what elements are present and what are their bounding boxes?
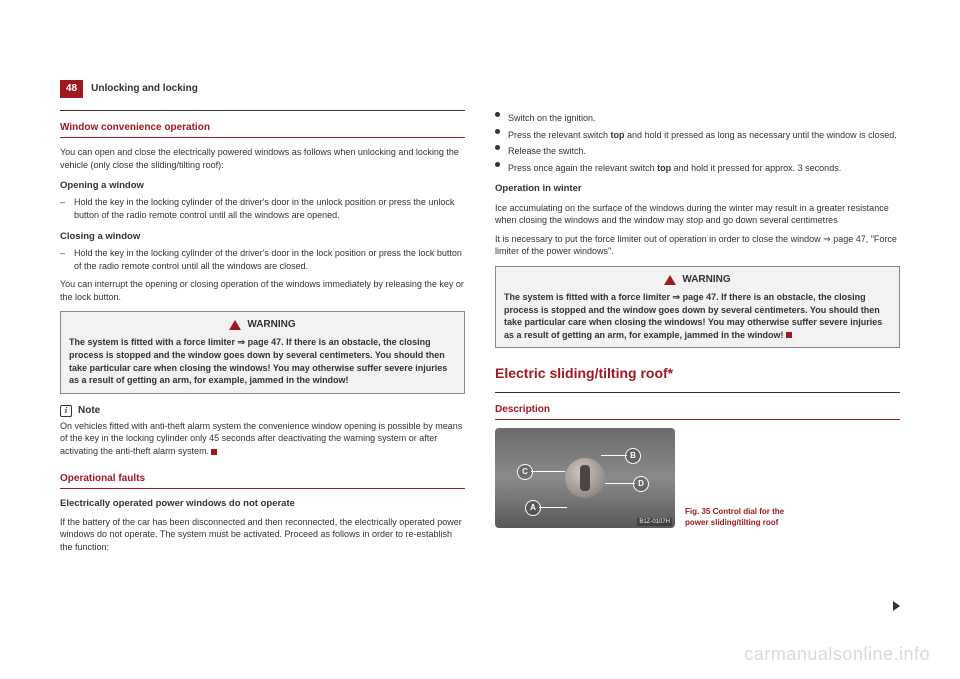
warning-title: WARNING — [504, 273, 891, 287]
end-marker-icon — [211, 449, 217, 455]
page-header: 48 Unlocking and locking — [60, 80, 465, 98]
bullet-text: Press the relevant switch top and hold i… — [508, 129, 897, 142]
callout-line — [601, 455, 627, 456]
bullet-text: Press once again the relevant switch top… — [508, 162, 841, 175]
right-column: Switch on the ignition. Press the releva… — [495, 80, 900, 560]
control-dial — [565, 458, 605, 498]
bullet-item: Press the relevant switch top and hold i… — [495, 129, 900, 142]
section-heading-description: Description — [495, 403, 900, 417]
warning-box: WARNING The system is fitted with a forc… — [60, 311, 465, 393]
bullet-text: Release the switch. — [508, 145, 586, 158]
section-rule — [495, 419, 900, 420]
note-title: i Note — [60, 404, 465, 418]
bullet-text: Switch on the ignition. — [508, 112, 596, 125]
paragraph: You can open and close the electrically … — [60, 146, 465, 171]
warning-text: The system is fitted with a force limite… — [69, 336, 456, 386]
callout-b: B — [625, 448, 641, 464]
bullet-item: Press once again the relevant switch top… — [495, 162, 900, 175]
page-number: 48 — [60, 80, 83, 98]
list-item: – Hold the key in the locking cylinder o… — [60, 196, 465, 221]
figure-row: A B C D B1Z-0107H Fig. 35 Control dial f… — [495, 428, 900, 528]
header-rule — [60, 110, 465, 111]
main-heading-roof: Electric sliding/tilting roof* — [495, 364, 900, 384]
list-text: Hold the key in the locking cylinder of … — [74, 196, 465, 221]
note-text: On vehicles fitted with anti-theft alarm… — [60, 420, 465, 458]
warning-box: WARNING The system is fitted with a forc… — [495, 266, 900, 348]
callout-d: D — [633, 476, 649, 492]
end-marker-icon — [786, 332, 792, 338]
callout-line — [605, 483, 635, 484]
callout-a: A — [525, 500, 541, 516]
warning-title: WARNING — [69, 318, 456, 332]
warning-label: WARNING — [682, 273, 730, 287]
watermark: carmanualsonline.info — [744, 644, 930, 665]
paragraph: Ice accumulating on the surface of the w… — [495, 202, 900, 227]
callout-line — [539, 507, 567, 508]
info-icon: i — [60, 405, 72, 417]
list-item: – Hold the key in the locking cylinder o… — [60, 247, 465, 272]
warning-text: The system is fitted with a force limite… — [504, 291, 891, 341]
section-heading-convenience: Window convenience operation — [60, 121, 465, 135]
bullet-item: Switch on the ignition. — [495, 112, 900, 125]
callout-line — [531, 471, 565, 472]
sub-heading-faults: Electrically operated power windows do n… — [60, 497, 465, 510]
warning-triangle-icon — [229, 320, 241, 330]
image-code: B1Z-0107H — [637, 518, 672, 526]
figure-caption: Fig. 35 Control dial for the power slidi… — [685, 506, 805, 528]
chapter-title: Unlocking and locking — [91, 82, 198, 96]
warning-label: WARNING — [247, 318, 295, 332]
sub-heading-winter: Operation in winter — [495, 182, 900, 195]
page-content: 48 Unlocking and locking Window convenie… — [0, 0, 960, 600]
bullet-item: Release the switch. — [495, 145, 900, 158]
dash-marker: – — [60, 196, 74, 221]
figure-image: A B C D B1Z-0107H — [495, 428, 675, 528]
dash-marker: – — [60, 247, 74, 272]
dial-knob — [580, 465, 590, 491]
paragraph: If the battery of the car has been disco… — [60, 516, 465, 554]
main-rule — [495, 392, 900, 393]
callout-c: C — [517, 464, 533, 480]
paragraph: It is necessary to put the force limiter… — [495, 233, 900, 258]
section-rule — [60, 488, 465, 489]
continue-arrow-icon — [893, 601, 900, 611]
warning-triangle-icon — [664, 275, 676, 285]
note-label: Note — [78, 404, 100, 418]
sub-heading-closing: Closing a window — [60, 230, 465, 243]
sub-heading-opening: Opening a window — [60, 179, 465, 192]
section-heading-faults: Operational faults — [60, 472, 465, 486]
section-rule — [60, 137, 465, 138]
left-column: 48 Unlocking and locking Window convenie… — [60, 80, 465, 560]
paragraph: You can interrupt the opening or closing… — [60, 278, 465, 303]
list-text: Hold the key in the locking cylinder of … — [74, 247, 465, 272]
